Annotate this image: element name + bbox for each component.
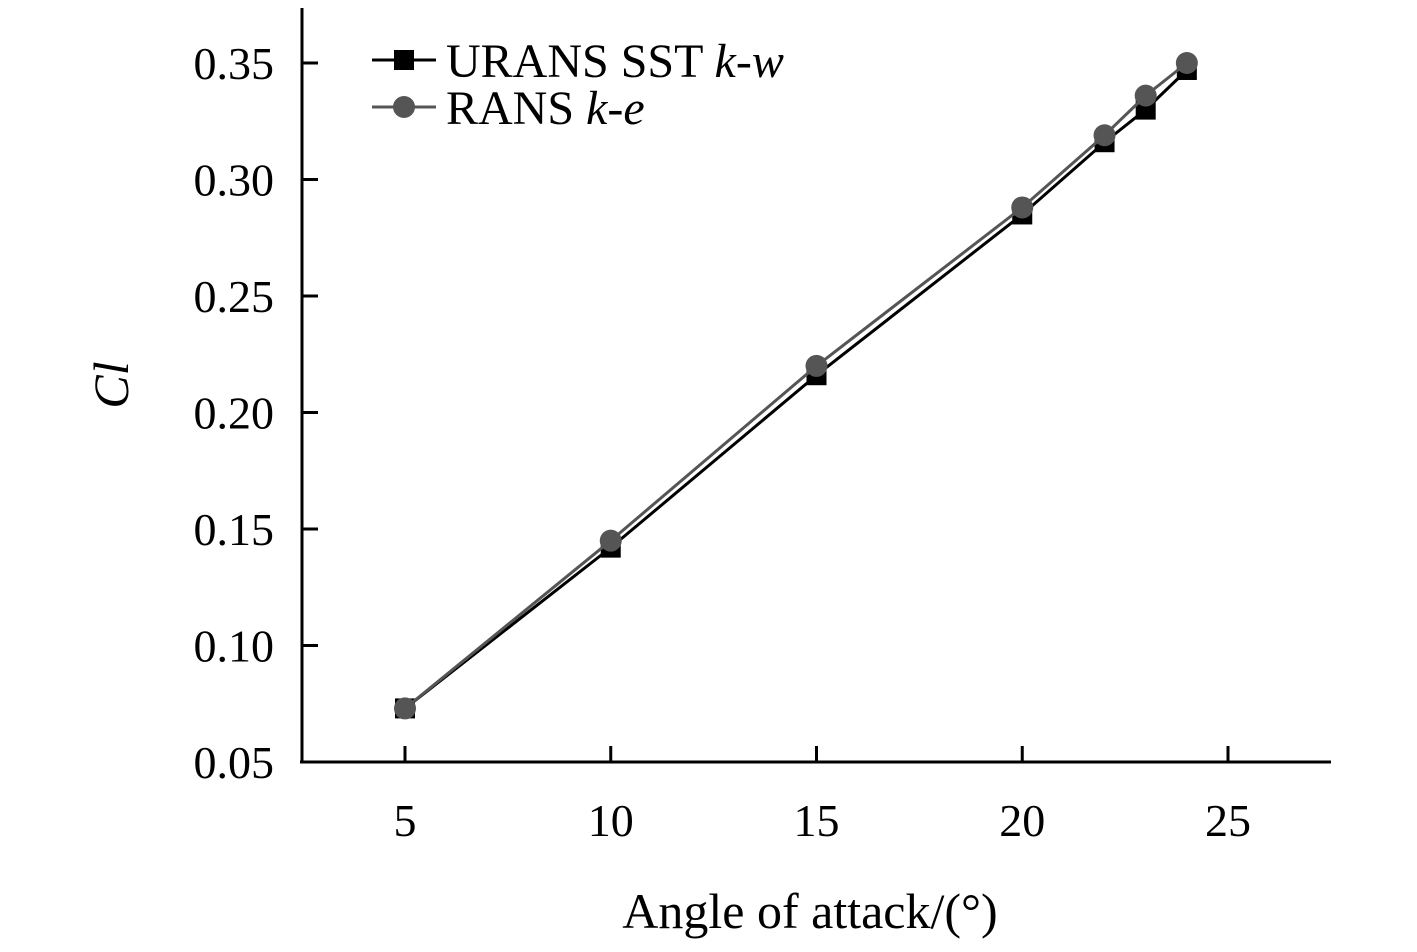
legend-label-urans: URANS SST k-w — [446, 35, 784, 88]
data-point-circle — [805, 354, 828, 377]
y-tick-label: 0.30 — [194, 155, 275, 206]
legend-marker-circle — [393, 96, 415, 118]
y-tick-label: 0.10 — [194, 621, 275, 672]
tick-labels: 5 10 15 20 25 0.05 0.10 0.15 0.20 0.25 0.30 0.35 — [194, 38, 1252, 846]
x-tick-label: 5 — [394, 795, 417, 846]
ticks — [302, 61, 1230, 764]
y-tick-label: 0.35 — [194, 38, 275, 89]
legend-label-rans: RANS k-e — [446, 82, 645, 135]
y-tick-label: 0.05 — [194, 737, 275, 788]
legend-entry-urans: URANS SST k-w — [372, 35, 784, 88]
x-tick-label: 20 — [999, 795, 1045, 846]
series-rans-ke — [394, 52, 1198, 720]
series-line — [404, 61, 1188, 710]
data-point-circle — [1011, 196, 1034, 219]
data-point-circle — [599, 529, 622, 552]
y-tick-label: 0.25 — [194, 271, 275, 322]
x-tick-label: 10 — [588, 795, 634, 846]
x-tick-label: 25 — [1205, 795, 1251, 846]
series-layer — [394, 52, 1198, 720]
legend: URANS SST k-w RANS k-e — [372, 35, 784, 135]
data-point-circle — [1134, 84, 1157, 107]
x-axis-title: Angle of attack/(°) — [622, 883, 997, 939]
data-point-circle — [394, 697, 416, 720]
legend-entry-rans: RANS k-e — [372, 82, 645, 135]
x-tick-label: 15 — [794, 795, 840, 846]
y-tick-label: 0.15 — [194, 504, 275, 555]
legend-marker-square — [394, 50, 414, 70]
y-tick-label: 0.20 — [194, 388, 275, 439]
y-axis-title: Cl — [83, 361, 139, 408]
data-point-circle — [1093, 124, 1116, 147]
data-point-circle — [1175, 52, 1198, 74]
